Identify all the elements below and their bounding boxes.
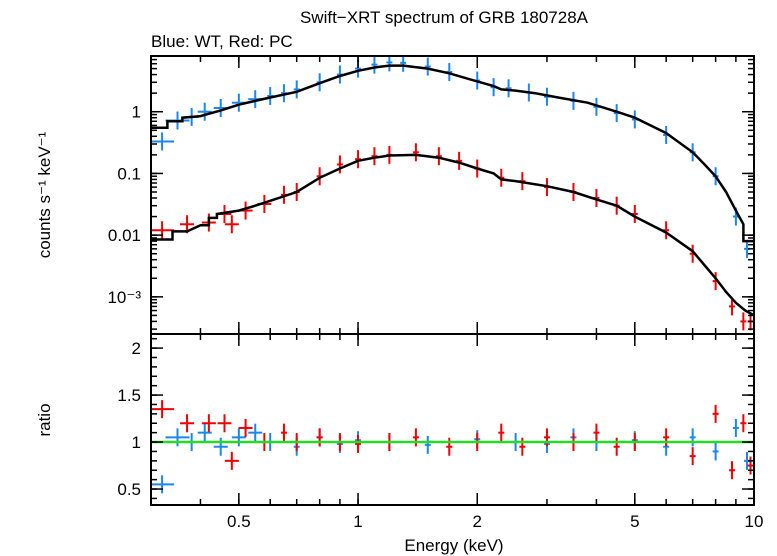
spectrum-wt-point	[197, 102, 212, 121]
spectrum-pc-point	[729, 297, 736, 316]
ratio-pc-point	[543, 428, 550, 447]
ratio-pc-point	[663, 428, 670, 447]
ratio-pc-point	[712, 404, 719, 423]
spectrum-y-tick-label: 10⁻³	[107, 288, 141, 307]
spectrum-pc-point	[336, 155, 343, 174]
ratio-panel: 0.5 1 1.5 2 ratio	[35, 333, 755, 506]
ratio-pc-point	[613, 437, 620, 456]
spectrum-y-tick-label: 0.1	[117, 164, 141, 183]
ratio-pc-point	[740, 414, 747, 433]
ratio-wt-point	[231, 428, 246, 447]
ratio-y-axis-label: ratio	[35, 403, 54, 436]
ratio-pc-point	[593, 423, 600, 442]
spectrum-wt-point	[386, 56, 393, 72]
ratio-y-tick-label: 1.5	[117, 386, 141, 405]
ratio-pc-point	[519, 437, 526, 456]
spectrum-panel: 1 0.1 0.01 10⁻³ counts s⁻¹ keV⁻¹	[35, 55, 755, 335]
spectrum-y-tick-label: 0.01	[108, 226, 141, 245]
ratio-wt-series	[150, 418, 750, 494]
model-curve-pc	[151, 153, 755, 317]
chart-subtitle: Blue: WT, Red: PC	[151, 32, 293, 51]
ratio-pc-point	[355, 434, 362, 453]
spectrum-wt-point	[150, 132, 175, 151]
spectrum-y-tick-label: 1	[132, 103, 141, 122]
spectrum-wt-point	[400, 56, 407, 72]
ratio-pc-series	[150, 400, 754, 480]
ratio-pc-point	[201, 414, 216, 433]
ratio-pc-point	[238, 418, 253, 437]
ratio-wt-point	[197, 423, 212, 442]
ratio-pc-point	[280, 423, 287, 442]
ratio-pc-point	[217, 414, 232, 433]
ratio-pc-point	[689, 447, 696, 466]
spectrum-pc-point	[412, 143, 419, 162]
chart-title: Swift−XRT spectrum of GRB 180728A	[300, 8, 589, 27]
ratio-pc-point	[224, 451, 239, 470]
spectrum-pc-series	[150, 143, 754, 331]
ratio-wt-point	[712, 442, 719, 461]
ratio-wt-point	[732, 418, 739, 437]
spectrum-pc-point	[740, 312, 747, 331]
ratio-wt-point	[213, 437, 228, 456]
ratio-pc-point	[498, 423, 505, 442]
ratio-pc-point	[150, 400, 175, 419]
ratio-pc-point	[729, 461, 736, 480]
ratio-pc-point	[412, 428, 419, 447]
x-tick-label: 5	[630, 512, 639, 531]
spectrum-wt-point	[293, 80, 300, 99]
ratio-wt-point	[248, 423, 263, 442]
spectrum-wt-point	[424, 57, 431, 76]
ratio-wt-point	[424, 435, 431, 454]
spectrum-y-axis-label: counts s⁻¹ keV⁻¹	[35, 131, 54, 258]
ratio-y-tick-label: 2	[132, 339, 141, 358]
ratio-wt-point	[689, 428, 696, 447]
x-tick-label: 1	[353, 512, 362, 531]
ratio-pc-point	[446, 437, 453, 456]
x-tick-label: 0.5	[227, 512, 251, 531]
x-tick-label: 10	[745, 512, 764, 531]
spectrum-wt-point	[371, 56, 378, 74]
ratio-y-tick-label: 0.5	[117, 480, 141, 499]
model-curve-wt	[151, 64, 754, 243]
ratio-y-tick-label: 1	[132, 433, 141, 452]
spectrum-pc-point	[150, 221, 175, 240]
ratio-pc-point	[747, 456, 754, 475]
ratio-pc-point	[316, 428, 323, 447]
spectrum-pc-point	[224, 215, 239, 234]
x-tick-label: 2	[473, 512, 482, 531]
spectrum-wt-series	[150, 56, 750, 258]
ratio-wt-point	[165, 428, 190, 447]
ratio-panel-frame	[150, 333, 755, 506]
ratio-wt-point	[150, 475, 175, 494]
spectrum-panel-frame	[150, 55, 755, 335]
x-axis-label: Energy (keV)	[404, 536, 503, 555]
spectrum-wt-point	[505, 79, 512, 98]
ratio-pc-point	[180, 414, 195, 433]
